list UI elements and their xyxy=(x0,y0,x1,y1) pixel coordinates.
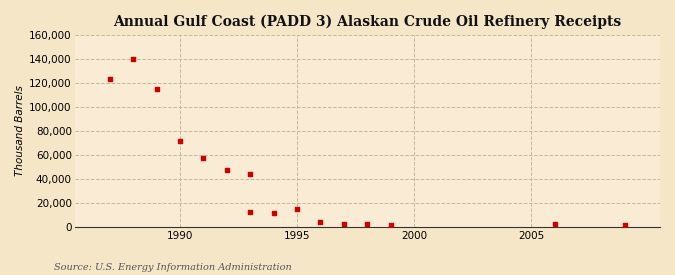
Point xyxy=(268,211,279,216)
Point xyxy=(175,139,186,144)
Point xyxy=(549,222,560,226)
Point xyxy=(128,56,138,61)
Point xyxy=(105,77,115,81)
Point xyxy=(245,210,256,214)
Point xyxy=(385,222,396,227)
Point xyxy=(221,168,232,172)
Point xyxy=(362,222,373,226)
Point xyxy=(245,172,256,176)
Point xyxy=(620,223,630,227)
Point xyxy=(198,156,209,160)
Point xyxy=(338,221,349,226)
Point xyxy=(292,207,302,211)
Text: Source: U.S. Energy Information Administration: Source: U.S. Energy Information Administ… xyxy=(54,263,292,272)
Y-axis label: Thousand Barrels: Thousand Barrels xyxy=(15,85,25,176)
Point xyxy=(151,86,162,91)
Title: Annual Gulf Coast (PADD 3) Alaskan Crude Oil Refinery Receipts: Annual Gulf Coast (PADD 3) Alaskan Crude… xyxy=(113,15,622,29)
Point xyxy=(315,219,326,224)
